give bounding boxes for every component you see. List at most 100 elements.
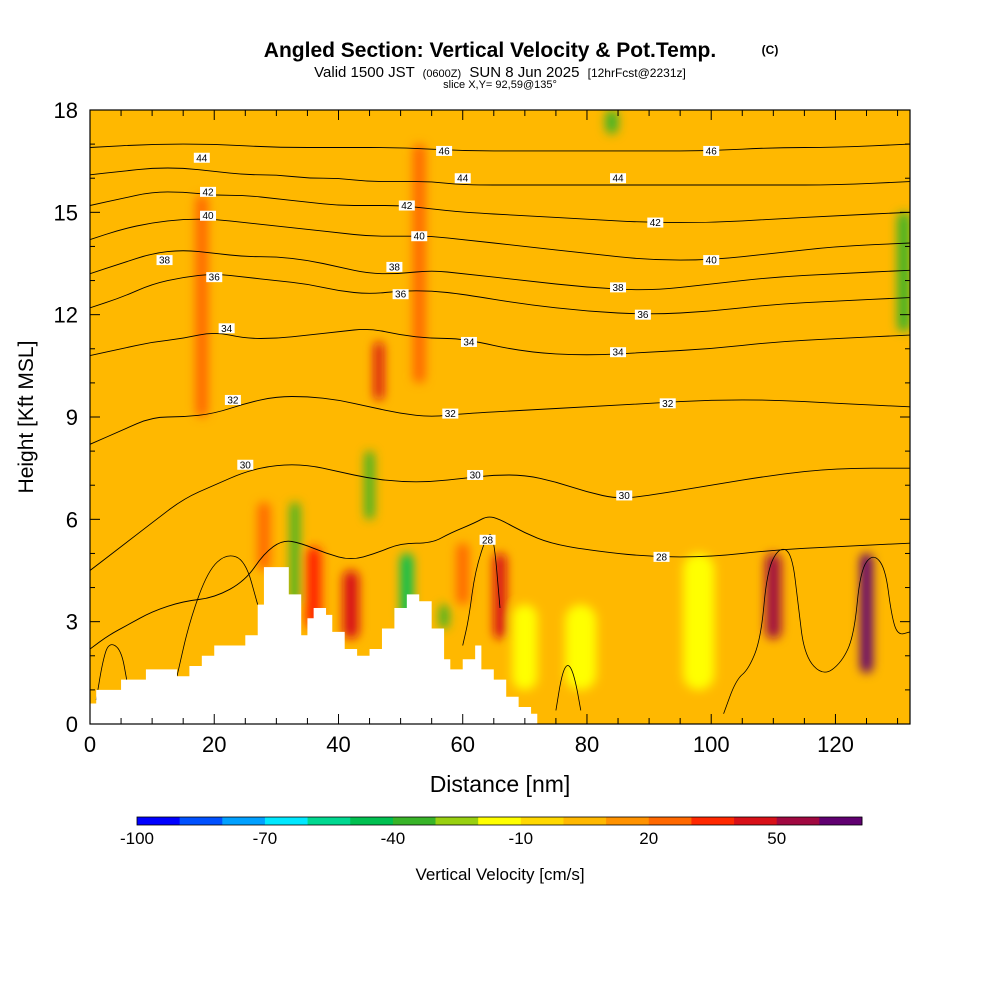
colorbar-tick-label: -100 (120, 829, 154, 848)
colorbar-swatch (776, 817, 820, 825)
plot-area: 28 28 30 30 30 32 32 32 34 34 34 36 36 36 38 38 38 40 40 40… (90, 110, 910, 724)
isentrope-line (90, 218, 910, 261)
colorbar-frame (136, 816, 863, 826)
isentrope-label: 40 (703, 255, 720, 267)
isentrope-label-bg (659, 398, 676, 409)
y-tick-label: 6 (66, 507, 78, 532)
isentrope-label: 36 (392, 289, 409, 301)
isentrope-label: 44 (193, 152, 210, 164)
velocity-band (456, 543, 469, 605)
isentrope-label-text: 32 (662, 399, 674, 410)
isentrope-label-text: 38 (159, 256, 171, 267)
velocity-band (343, 570, 359, 639)
isentrope-label-text: 36 (209, 273, 221, 284)
isentrope-line (90, 250, 910, 291)
isentrope-label-bg (616, 490, 633, 501)
isentrope-label: 36 (634, 309, 651, 321)
isentrope-label-bg (454, 173, 471, 184)
slice-info: slice X,Y= 92,59@135° (443, 79, 557, 91)
isentrope-label-bg (634, 309, 651, 320)
isentrope-label: 42 (647, 217, 664, 229)
isentrope-label: 46 (436, 145, 453, 157)
velocity-band (765, 553, 782, 639)
isentrope-label-bg (610, 347, 627, 358)
isentrope-label-text: 32 (445, 409, 457, 420)
isentrope-label-text: 40 (202, 211, 214, 222)
forecast-info: [12hrFcst@2231z] (588, 66, 686, 80)
velocity-band (374, 341, 384, 400)
isentrope-label: 38 (386, 261, 403, 273)
x-tick-label: 60 (450, 732, 474, 757)
isentrope-label: 44 (454, 173, 471, 185)
velocity-band (413, 144, 426, 383)
velocity-band (493, 553, 507, 639)
isentrope-label-bg (460, 336, 477, 347)
isentrope-label-text: 36 (395, 290, 407, 301)
isentrope-label-bg (392, 289, 409, 300)
isentrope-label-text: 40 (706, 256, 718, 267)
y-tick-label: 12 (54, 303, 78, 328)
isentrope-label-bg (224, 394, 241, 405)
isentrope-label: 32 (659, 398, 676, 410)
x-tick-label: 80 (575, 732, 599, 757)
isentrope-label: 38 (610, 282, 627, 294)
colorbar-swatch (222, 817, 266, 825)
x-tick-label: 20 (202, 732, 226, 757)
chart-title-suffix: (C) (762, 43, 779, 57)
y-tick-label: 3 (66, 610, 78, 635)
isentrope-label-text: 42 (650, 218, 662, 229)
colorbar-swatch (734, 817, 778, 825)
isentrope-label-bg (200, 210, 217, 221)
isentrope-label-text: 44 (612, 174, 624, 185)
isentrope-label-bg (193, 152, 210, 163)
colorbar-swatch (264, 817, 308, 825)
isentrope-label: 32 (224, 394, 241, 406)
isentrope-label-text: 38 (612, 283, 624, 294)
y-axis-label: Height [Kft MSL] (15, 341, 38, 494)
isentrope-label-text: 40 (414, 232, 426, 243)
valid-date: SUN 8 Jun 2025 (469, 64, 579, 81)
isentrope-label: 38 (156, 255, 173, 267)
isentrope-label: 28 (479, 534, 496, 546)
isentrope-line (90, 274, 910, 315)
y-tick-label: 15 (54, 200, 78, 225)
colorbar-swatch (137, 817, 181, 825)
isentrope-label-text: 46 (439, 146, 451, 157)
isentrope-line (90, 191, 910, 224)
colorbar-swatch (478, 817, 522, 825)
isentrope-label-text: 34 (221, 324, 233, 335)
isentrope-label-bg (647, 217, 664, 228)
updraft-contour (555, 665, 582, 711)
isentrope-label-bg (386, 261, 403, 272)
valid-zulu: (0600Z) (423, 68, 462, 80)
x-tick-label: 40 (326, 732, 350, 757)
isentrope-label: 34 (460, 336, 477, 348)
x-tick-label: 0 (84, 732, 96, 757)
velocity-band (605, 110, 619, 134)
isentrope-label-bg (237, 459, 254, 470)
velocity-band (512, 604, 538, 690)
y-tick-label: 18 (54, 98, 78, 123)
x-axis-label: Distance [nm] (430, 771, 571, 797)
valid-time-line: Valid 1500 JST (0600Z) SUN 8 Jun 2025 [1… (314, 64, 686, 81)
velocity-band (290, 502, 300, 605)
colorbar-swatch (563, 817, 607, 825)
velocity-band (364, 451, 375, 520)
isentrope-line (90, 464, 910, 571)
colorbar-swatch (435, 817, 479, 825)
terrain (90, 567, 910, 724)
colorbar-swatch (648, 817, 692, 825)
isentrope-label: 46 (703, 145, 720, 157)
isentrope-label-bg (442, 408, 459, 419)
isentrope-label-bg (703, 145, 720, 156)
velocity-band (565, 604, 597, 690)
velocity-band (439, 604, 449, 629)
colorbar-swatch (819, 817, 863, 825)
isentrope-label: 34 (610, 347, 627, 359)
colorbar-tick-label: 50 (767, 829, 786, 848)
isentrope-label: 30 (237, 459, 254, 471)
colorbar-swatch (307, 817, 351, 825)
isentrope-label-bg (610, 282, 627, 293)
velocity-band (195, 195, 209, 417)
